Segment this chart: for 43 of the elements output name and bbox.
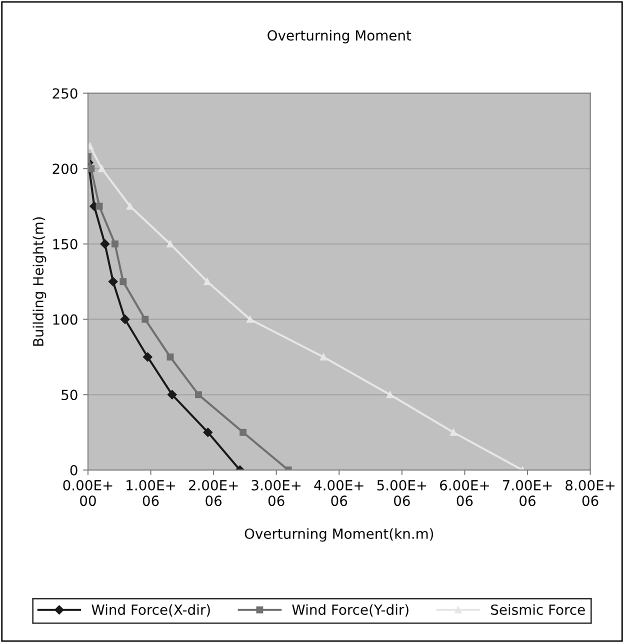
x-tick-label: 0.00E+00 (63, 480, 112, 506)
point (98, 165, 106, 172)
legend-label: Wind Force(X-dir) (92, 604, 210, 617)
point (240, 428, 247, 436)
x-tick-label: 2.00E+06 (188, 480, 238, 506)
point (320, 354, 327, 360)
chart-title: Overturning Moment (268, 30, 412, 44)
legend-label: Wind Force(Y-dir) (292, 604, 408, 617)
point (120, 314, 130, 324)
point (142, 316, 149, 323)
point (120, 278, 127, 286)
point (126, 202, 134, 210)
y-axis-title: Building Height(m) (32, 217, 46, 346)
x-tick-label: 7.00E+06 (502, 480, 552, 506)
point (195, 391, 202, 398)
point (246, 316, 254, 323)
point (204, 278, 211, 286)
point (203, 428, 213, 437)
x-tick-label: 3.00E+06 (252, 480, 301, 506)
point (386, 391, 394, 398)
point (108, 277, 118, 286)
legend-label: Seismic Force (491, 604, 585, 615)
y-tick-label: 250 (52, 88, 78, 99)
point (450, 428, 457, 436)
x-tick-label: 4.00E+06 (314, 480, 364, 506)
x-tick-label: 8.00E+06 (566, 480, 614, 506)
y-tick-label: 100 (53, 314, 78, 325)
x-axis-title: Overturning Moment(kn.m) (244, 528, 434, 542)
y-tick-label: 200 (52, 164, 78, 174)
y-tick-label: 0 (70, 465, 78, 476)
point (112, 240, 118, 248)
point (168, 390, 177, 400)
point (166, 354, 174, 360)
point (96, 202, 103, 210)
point (88, 142, 94, 150)
y-tick-label: 150 (53, 238, 78, 250)
point (100, 239, 110, 249)
point (143, 352, 152, 362)
x-tick-label: 6.00E+06 (440, 480, 489, 506)
x-tick-label: 1.00E+06 (126, 480, 175, 506)
point (166, 240, 174, 248)
x-tick-label: 5.00E+06 (377, 480, 426, 506)
y-tick-label: 50 (62, 390, 78, 400)
